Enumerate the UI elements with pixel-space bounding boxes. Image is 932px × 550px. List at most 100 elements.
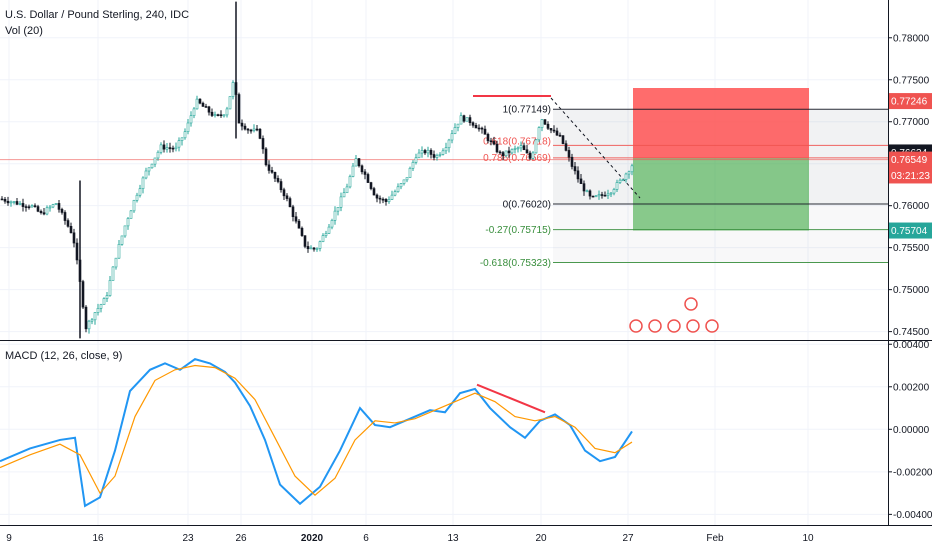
candle-body — [333, 210, 337, 221]
candle-body — [84, 306, 88, 330]
candle-body — [30, 205, 34, 208]
candle-body — [165, 147, 169, 150]
candle-body — [318, 241, 322, 249]
candle-body — [465, 117, 469, 122]
candle-body — [111, 266, 115, 281]
candle-body — [351, 165, 355, 177]
candle-body — [129, 210, 133, 219]
candle-body — [327, 226, 331, 234]
candle-body — [564, 143, 568, 151]
candle-body — [513, 148, 517, 150]
macd-tick-label: 0.00000 — [893, 425, 930, 436]
candle-body — [558, 134, 562, 137]
fib-level-label: 0.786(0.76569) — [483, 153, 551, 164]
time-tick-label: 27 — [622, 533, 634, 544]
candle-body — [426, 149, 430, 154]
candle-body — [348, 176, 352, 188]
candle-body — [471, 122, 475, 126]
time-tick-label: 9 — [6, 533, 12, 544]
candle-body — [516, 147, 520, 150]
price-tag-label: 0.77246 — [891, 97, 928, 108]
candle-body — [255, 128, 259, 131]
candle-body — [585, 190, 589, 193]
candle-body — [66, 220, 70, 227]
candle-body — [195, 98, 199, 110]
event-flag-icon — [705, 319, 719, 333]
candle-body — [204, 106, 208, 108]
time-tick-label: 2020 — [301, 533, 324, 544]
candle-body — [123, 225, 127, 237]
candle-body — [189, 115, 193, 124]
candle-body — [387, 199, 391, 202]
event-flag-icon — [684, 297, 698, 311]
candle-body — [27, 206, 31, 209]
candle-body — [546, 123, 550, 129]
candle-body — [579, 178, 583, 184]
candle-body — [69, 226, 73, 234]
time-tick-label: Feb — [706, 533, 724, 544]
candle-body — [117, 244, 121, 259]
candle-body — [279, 181, 283, 191]
candle-body — [36, 206, 40, 212]
candle-body — [342, 192, 346, 198]
candle-body — [0, 198, 4, 201]
candle-body — [495, 143, 499, 153]
candle-body — [393, 191, 397, 196]
time-tick-label: 6 — [363, 533, 369, 544]
price-tick-label: 0.77000 — [893, 117, 930, 128]
candle-body — [168, 147, 172, 149]
fib-level-label: -0.27(0.75715) — [485, 225, 551, 236]
price-tag-bg — [889, 93, 932, 110]
event-flag-icon — [686, 319, 700, 333]
candle-body — [612, 189, 616, 194]
symbol-title: U.S. Dollar / Pound Sterling, 240, IDC — [5, 9, 190, 21]
candle-body — [258, 128, 262, 139]
candle-body — [504, 150, 508, 157]
candle-body — [144, 170, 148, 179]
candle-body — [375, 194, 379, 199]
signal-line — [0, 364, 633, 497]
candle-body — [384, 199, 388, 202]
candle-body — [138, 188, 142, 196]
candle-body — [225, 108, 229, 116]
candle-body — [345, 186, 349, 194]
candle-body — [537, 127, 541, 141]
candle-body — [372, 188, 376, 196]
candle-body — [630, 165, 634, 173]
candle-body — [462, 115, 466, 122]
candle-body — [135, 194, 139, 201]
macd-label: MACD (12, 26, close, 9) — [5, 350, 123, 362]
candle-body — [429, 149, 433, 155]
candle-body — [591, 195, 595, 198]
candle-body — [90, 319, 94, 322]
price-tick-label: 0.75500 — [893, 243, 930, 254]
candle-body — [264, 148, 268, 166]
candle-body — [198, 98, 202, 104]
price-tick-label: 0.74500 — [893, 327, 930, 338]
candle-body — [159, 144, 163, 153]
candle-body — [312, 247, 316, 250]
take-profit-zone — [633, 157, 809, 231]
candle-body — [540, 119, 544, 128]
macd-tick-label: 0.00200 — [893, 382, 930, 393]
candle-body — [180, 137, 184, 141]
candle-body — [57, 203, 61, 210]
candle-body — [249, 129, 253, 132]
candle-body — [483, 128, 487, 135]
candle-body — [432, 154, 436, 158]
candle-body — [270, 170, 274, 173]
candle-body — [99, 304, 103, 309]
candle-body — [147, 167, 151, 172]
candle-body — [600, 194, 604, 196]
candle-body — [531, 152, 535, 159]
candle-body — [594, 195, 598, 198]
candle-body — [315, 248, 319, 250]
candle-body — [276, 178, 280, 182]
candle-body — [6, 200, 10, 204]
candle-body — [87, 320, 91, 330]
candle-body — [360, 165, 364, 173]
candle-body — [555, 130, 559, 136]
candle-body — [24, 206, 28, 208]
candle-body — [336, 207, 340, 212]
